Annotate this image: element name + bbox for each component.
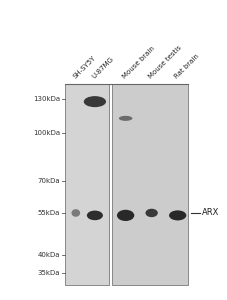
Text: SH-SY5Y: SH-SY5Y [72, 55, 96, 80]
Text: 130kDa: 130kDa [33, 95, 60, 101]
Bar [65, 84, 109, 285]
Ellipse shape [72, 209, 80, 217]
Ellipse shape [146, 209, 158, 217]
Text: 35kDa: 35kDa [38, 270, 60, 276]
Text: 40kDa: 40kDa [38, 252, 60, 258]
Ellipse shape [169, 210, 186, 220]
Text: 55kDa: 55kDa [38, 210, 60, 216]
Text: Mouse brain: Mouse brain [121, 45, 156, 80]
Text: 100kDa: 100kDa [33, 130, 60, 136]
Text: ARX: ARX [202, 208, 220, 217]
Bar [112, 84, 188, 285]
Text: 70kDa: 70kDa [37, 178, 60, 184]
Text: Mouse testis: Mouse testis [147, 44, 183, 80]
Text: Rat brain: Rat brain [173, 53, 200, 80]
Ellipse shape [84, 96, 106, 107]
Ellipse shape [119, 116, 132, 121]
Ellipse shape [87, 211, 103, 220]
Ellipse shape [117, 210, 134, 221]
Text: U-87MG: U-87MG [91, 56, 115, 80]
